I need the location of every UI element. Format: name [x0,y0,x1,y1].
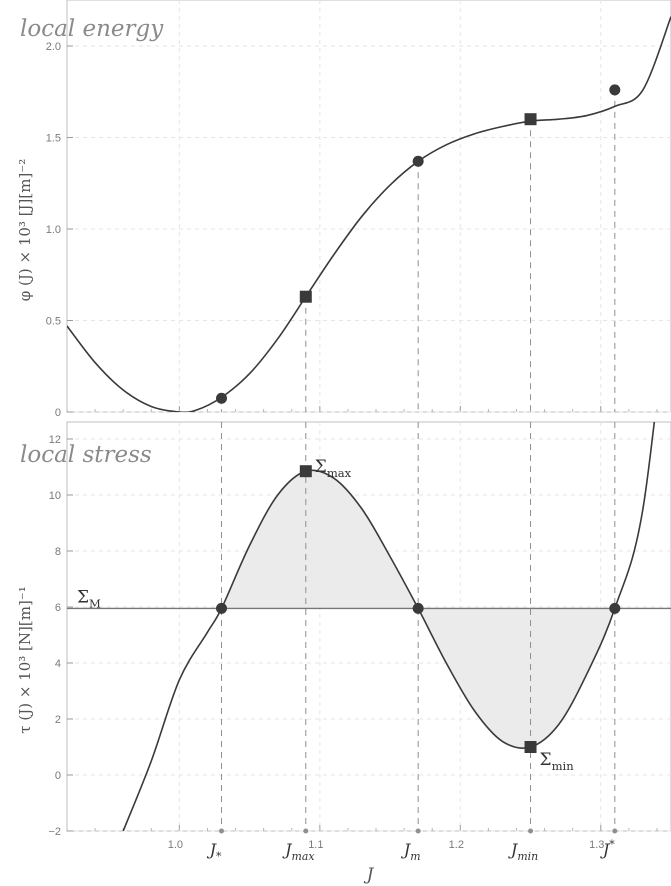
x-axis-label: J [364,865,375,885]
curve-group [122,422,656,831]
y-tick-label: −2 [48,826,61,838]
data-point-circle [412,602,424,614]
shaded-area [221,470,615,749]
x-tick-label: 1.2 [449,839,464,851]
y-tick-label: 0.5 [46,316,61,328]
data-point-circle [609,84,621,96]
y-tick-label: 8 [55,546,61,558]
y-tick-label: 0 [55,407,61,419]
y-tick-label: 2 [55,714,61,726]
plot-frame [66,0,671,413]
data-point-circle [609,602,621,614]
data-point-circle [216,392,228,404]
shaded-region-group [221,470,615,749]
y-tick-label: 1.0 [46,224,61,236]
y-tick-label: 12 [49,434,61,446]
point-annotation: Σmin [540,750,575,773]
x-marker-dot [303,828,309,834]
data-point-circle [412,155,424,167]
x-marker-dot [612,828,618,834]
data-point-square [299,465,312,478]
x-marker-dot [528,828,534,834]
local-energy-panel: 0 0.5 1.0 1.5 2.0 [46,0,671,419]
data-point-circle [216,602,228,614]
x-marker-label: J* [207,840,222,863]
bottom-panel-title: local stress [20,442,152,468]
top-panel-title: local energy [20,16,164,42]
point-annotation: Σmax [315,457,352,480]
x-marker-dot [219,828,225,834]
data-point-square [524,741,537,753]
x-marker-dot [415,828,421,834]
x-tick-label: 1.1 [308,839,323,851]
x-tick-label: 1.0 [168,839,183,851]
x-tick-label: 1.3 [589,839,604,851]
plot-frame [66,421,671,832]
y-tick-label: 0 [55,770,61,782]
data-point-square [524,113,537,126]
x-marker-label: Jm [401,840,421,863]
y-tick-label: 2.0 [46,41,61,53]
curve-line [122,422,656,831]
curve-line [67,16,671,412]
curve-group [67,16,671,412]
shade-inner [221,470,615,749]
x-marker-label: Jmin [508,840,538,863]
bottom-y-axis-label: τ (J) × 10³ [N][m]⁻¹ [16,586,34,733]
y-tick-label: 6 [55,602,61,614]
y-tick-label: 4 [55,658,61,670]
y-tick-label: 1.5 [46,133,61,145]
sigma-m-label: ΣM [77,587,101,610]
x-marker-label: J* [600,838,615,859]
top-y-axis-label: φ (J) × 10³ [J][m]⁻² [16,159,34,302]
y-tick-label: 10 [49,490,61,502]
data-point-square [299,290,312,303]
